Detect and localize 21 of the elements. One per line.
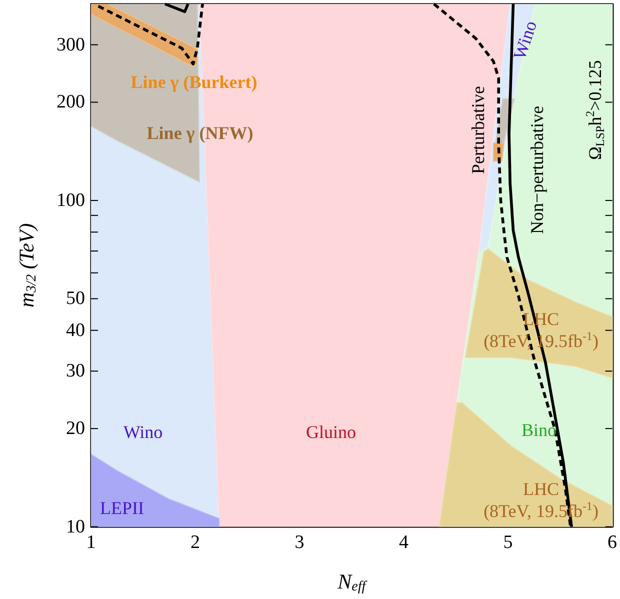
y-tick-label: 10 — [66, 516, 85, 538]
y-tick-label: 50 — [66, 288, 85, 310]
x-tick-label: 1 — [86, 532, 96, 553]
annotation: LEPII — [100, 498, 144, 518]
x-tick-label: 4 — [399, 532, 409, 553]
annotation: ΩLSPh2>0.125 — [583, 60, 607, 160]
annotation: Bino — [521, 420, 557, 440]
annotation: Wino — [509, 18, 541, 62]
y-tick-label: 30 — [66, 360, 85, 382]
y-tick-label: 200 — [56, 92, 85, 113]
y-tick-label: 300 — [56, 34, 85, 56]
x-tick-label: 2 — [190, 532, 200, 553]
y-tick-label: 100 — [56, 190, 85, 211]
annotation: Wino — [123, 422, 163, 442]
y-axis-title: m3/2 (TeV) — [14, 223, 40, 308]
x-tick-label: 6 — [608, 532, 617, 553]
y-tick-label: 20 — [66, 418, 85, 440]
x-tick-label: 3 — [294, 532, 304, 553]
x-tick-label: 5 — [503, 532, 513, 553]
y-tick-label: 40 — [66, 320, 85, 341]
annotation: Non−perturbative — [527, 106, 547, 234]
